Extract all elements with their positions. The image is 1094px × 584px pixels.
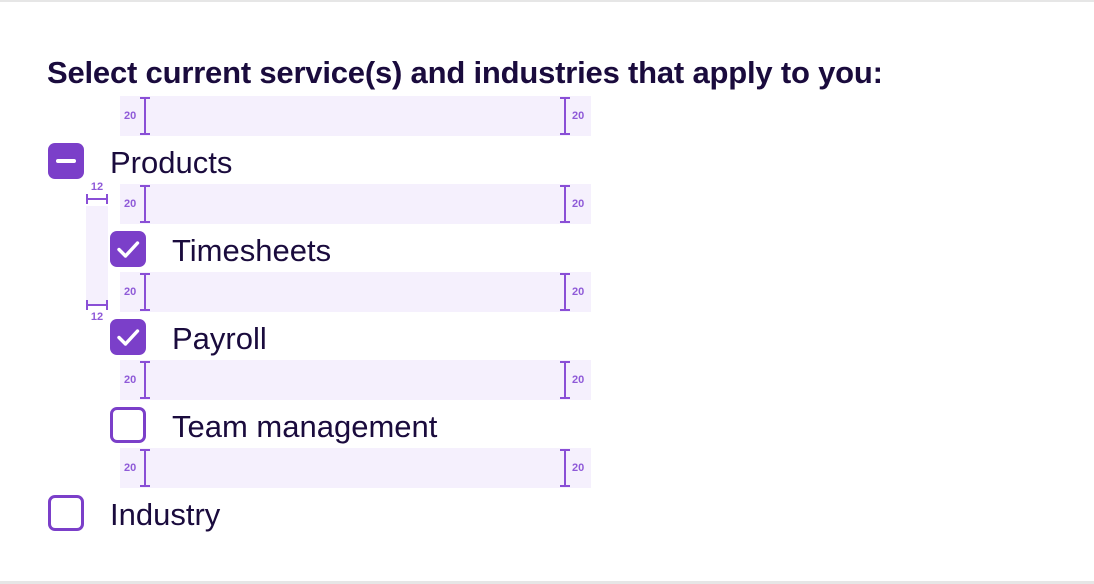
spacing-value: 20 <box>572 462 585 474</box>
industry-label: Industry <box>110 497 221 532</box>
spacing-bracket-icon <box>560 97 570 135</box>
spacing-value: 20 <box>124 110 137 122</box>
spacing-annotation: 20 20 <box>120 184 591 224</box>
spacing-annotation: 20 20 <box>120 96 591 136</box>
spacing-bracket-icon <box>140 185 150 223</box>
spacing-value: 20 <box>124 286 137 298</box>
spacing-bracket-icon <box>140 449 150 487</box>
team-management-checkbox[interactable] <box>110 407 146 443</box>
team-management-label: Team management <box>172 409 438 444</box>
spacing-value: 20 <box>124 374 137 386</box>
form-title: Select current service(s) and industries… <box>47 55 883 90</box>
spacing-bracket-icon <box>560 273 570 311</box>
payroll-label: Payroll <box>172 321 267 356</box>
indent-bracket-icon <box>86 300 108 310</box>
spacing-value: 20 <box>572 110 585 122</box>
indent-annotation <box>86 206 108 306</box>
spacing-value: 20 <box>572 374 585 386</box>
spacing-bracket-icon <box>140 361 150 399</box>
spacing-annotation: 20 20 <box>120 272 591 312</box>
top-divider <box>0 0 1094 2</box>
spacing-value: 20 <box>572 286 585 298</box>
industry-checkbox[interactable] <box>48 495 84 531</box>
spacing-bracket-icon <box>560 185 570 223</box>
payroll-checkbox[interactable] <box>110 319 146 355</box>
spacing-value: 20 <box>572 198 585 210</box>
minus-icon <box>56 159 76 163</box>
check-icon <box>117 329 140 346</box>
timesheets-checkbox[interactable] <box>110 231 146 267</box>
spacing-bracket-icon <box>560 449 570 487</box>
spacing-value: 20 <box>124 462 137 474</box>
timesheets-label: Timesheets <box>172 233 332 268</box>
spacing-bracket-icon <box>140 97 150 135</box>
check-icon <box>117 241 140 258</box>
indent-value: 12 <box>90 311 104 323</box>
spacing-annotation: 20 20 <box>120 448 591 488</box>
products-label: Products <box>110 145 233 180</box>
bottom-divider <box>0 581 1094 584</box>
spacing-annotation: 20 20 <box>120 360 591 400</box>
spacing-value: 20 <box>124 198 137 210</box>
indent-bracket-icon <box>86 194 108 204</box>
spacing-bracket-icon <box>140 273 150 311</box>
products-checkbox[interactable] <box>48 143 84 179</box>
indent-value: 12 <box>90 181 104 193</box>
spacing-bracket-icon <box>560 361 570 399</box>
